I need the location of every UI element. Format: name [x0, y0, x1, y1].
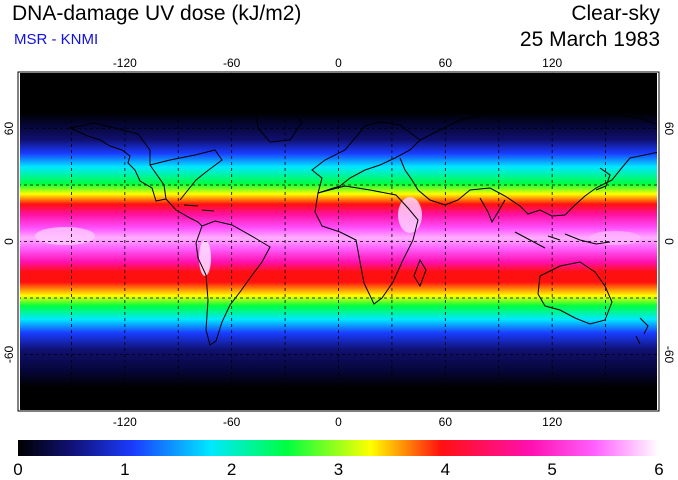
south-america-coast: [195, 220, 271, 346]
lon-tick-label-top: -60: [223, 56, 241, 70]
lat-tick-label-right: 60: [662, 122, 676, 136]
central-america-coast: [165, 198, 203, 227]
lat-tick-label-right: 0: [662, 238, 676, 245]
africa-high-dose-patch: [398, 197, 422, 233]
caribbean-coast: [183, 204, 215, 212]
europe-coast: [311, 121, 421, 194]
colorbar-tick-label: 2: [227, 460, 236, 479]
india-coast: [479, 197, 506, 224]
coastlines: [18, 107, 659, 399]
lon-tick-label-top: 0: [335, 56, 342, 70]
colorbar-tick-labels: 0 1 2 3 4 5 6: [13, 460, 663, 479]
longitude-labels-top: -120 -60 0 60 120: [113, 56, 563, 70]
high-dose-patches: [35, 197, 641, 276]
colorbar-tick-label: 6: [654, 460, 663, 479]
colorbar-tick-label: 0: [13, 460, 22, 479]
lon-tick-label-bottom: -120: [113, 415, 137, 429]
colorbar-tick-label: 1: [120, 460, 129, 479]
asia-coast: [399, 107, 659, 217]
new-zealand-coast: [635, 317, 649, 345]
west-pacific-high-dose-patch: [589, 231, 641, 245]
colorbar-tick-label: 5: [547, 460, 556, 479]
africa-coast: [314, 185, 419, 305]
lat-lon-grid: [18, 72, 659, 411]
lat-tick-label-right: -60: [662, 346, 676, 364]
map-border: [17, 71, 660, 412]
australia-coast: [537, 261, 613, 325]
lon-tick-label-top: 120: [542, 56, 562, 70]
longitude-labels-bottom: -120 -60 0 60 120: [113, 415, 563, 429]
source-label: MSR - KNMI: [14, 31, 99, 48]
lon-tick-label-bottom: 0: [335, 415, 342, 429]
north-america-coast: [68, 122, 167, 202]
colorbar: [18, 440, 659, 456]
antarctica-coast: [18, 393, 659, 399]
lat-tick-label-left: 0: [2, 238, 16, 245]
madagascar-coast: [413, 258, 427, 288]
lat-tick-label-left: 60: [2, 122, 16, 136]
lon-tick-label-top: -120: [113, 56, 137, 70]
andes-high-dose-patch: [199, 240, 211, 276]
lon-tick-label-bottom: 60: [439, 415, 453, 429]
colorbar-tick-label: 3: [334, 460, 343, 479]
lat-tick-label-left: -60: [2, 346, 16, 364]
map-title: DNA-damage UV dose (kJ/m2): [12, 2, 302, 25]
lon-tick-label-top: 60: [439, 56, 453, 70]
north-america-east-coast: [149, 149, 223, 201]
lon-tick-label-bottom: 120: [542, 415, 562, 429]
colorbar-tick-label: 4: [441, 460, 450, 479]
greenland-coast: [254, 107, 303, 143]
lon-tick-label-bottom: -60: [223, 415, 241, 429]
latitude-labels-right: 60 0 -60: [662, 122, 676, 364]
date-label: 25 March 1983: [519, 28, 660, 51]
pacific-high-dose-patch: [35, 227, 95, 245]
condition-label: Clear-sky: [571, 2, 660, 25]
latitude-labels-left: 60 0 -60: [2, 122, 16, 364]
japan-coast: [595, 167, 611, 191]
frame-tick-marks: [17, 70, 660, 413]
indonesia-coast: [514, 231, 611, 249]
